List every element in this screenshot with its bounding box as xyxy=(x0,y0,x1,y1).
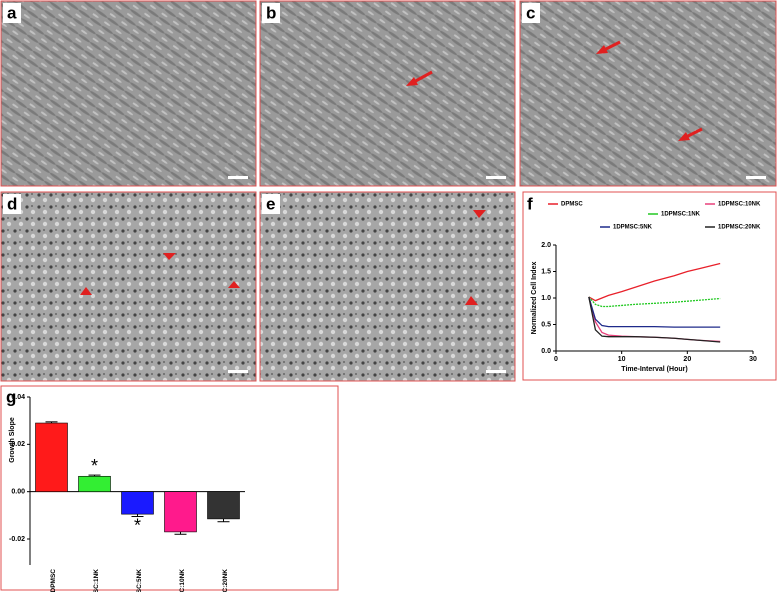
bar xyxy=(35,422,68,492)
panel-label: e xyxy=(266,194,275,213)
panel-label: d xyxy=(7,194,17,213)
bar xyxy=(207,491,240,520)
x-tick-label: 30 xyxy=(749,356,757,363)
x-axis-label: Time-Interval (Hour) xyxy=(621,366,687,373)
annotation: * xyxy=(91,456,98,476)
legend-label: 1DPMSC:1NK xyxy=(661,212,701,218)
legend-label: 1DPMSC:20NK xyxy=(718,225,761,231)
micrograph xyxy=(259,191,516,382)
y-tick-label: 2.0 xyxy=(541,242,551,249)
legend-label: 1DPMSC:10NK xyxy=(718,202,761,208)
arrowheads xyxy=(80,210,486,305)
panel-label: a xyxy=(7,3,17,22)
y-tick-label: 1.0 xyxy=(541,295,551,302)
scale-bars xyxy=(228,176,766,373)
legend-label: 1DPMSC:5NK xyxy=(613,225,653,231)
x-tick-label: 20 xyxy=(683,356,691,363)
bar xyxy=(164,491,197,533)
panel-label: b xyxy=(266,3,276,22)
x-tick-label: 1DPMSC:20NK xyxy=(222,569,229,592)
x-tick-label: DPMSC xyxy=(50,569,57,592)
annotation: * xyxy=(134,515,141,535)
arrows xyxy=(406,40,703,141)
panel-label: c xyxy=(526,3,535,22)
bar xyxy=(121,491,154,515)
x-tick-label: 1DPMSC:10NK xyxy=(179,569,186,592)
legend-label: DPMSC xyxy=(561,202,583,208)
x-tick-label: 10 xyxy=(618,356,626,363)
x-tick-label: 0 xyxy=(554,356,558,363)
series-line xyxy=(588,262,721,302)
x-tick-label: 1DPMSC:1NK xyxy=(93,569,100,592)
micrograph xyxy=(259,0,516,187)
y-tick-label: 0.0 xyxy=(541,348,551,355)
series-line xyxy=(588,296,721,343)
panel-label: f xyxy=(527,194,533,213)
panel-label: g xyxy=(6,387,16,406)
y-tick-label: -0.02 xyxy=(9,536,25,543)
y-tick-label: 0.00 xyxy=(11,489,25,496)
series-line xyxy=(588,296,721,308)
y-tick-label: 0.5 xyxy=(541,321,551,328)
y-axis-label: Growth Slope xyxy=(9,417,16,463)
y-tick-label: 1.5 xyxy=(541,268,551,275)
micrograph xyxy=(0,191,257,382)
micrograph xyxy=(0,0,257,187)
chart-frame xyxy=(522,191,777,381)
x-tick-label: 1DPMSC:5NK xyxy=(136,569,143,592)
y-axis-label: Normalized Cell Index xyxy=(531,262,538,335)
y-tick-label: 0.02 xyxy=(11,441,25,448)
y-tick-label: 0.04 xyxy=(11,394,25,401)
bar xyxy=(78,475,111,492)
micrograph xyxy=(519,0,777,187)
series-line xyxy=(588,296,721,328)
